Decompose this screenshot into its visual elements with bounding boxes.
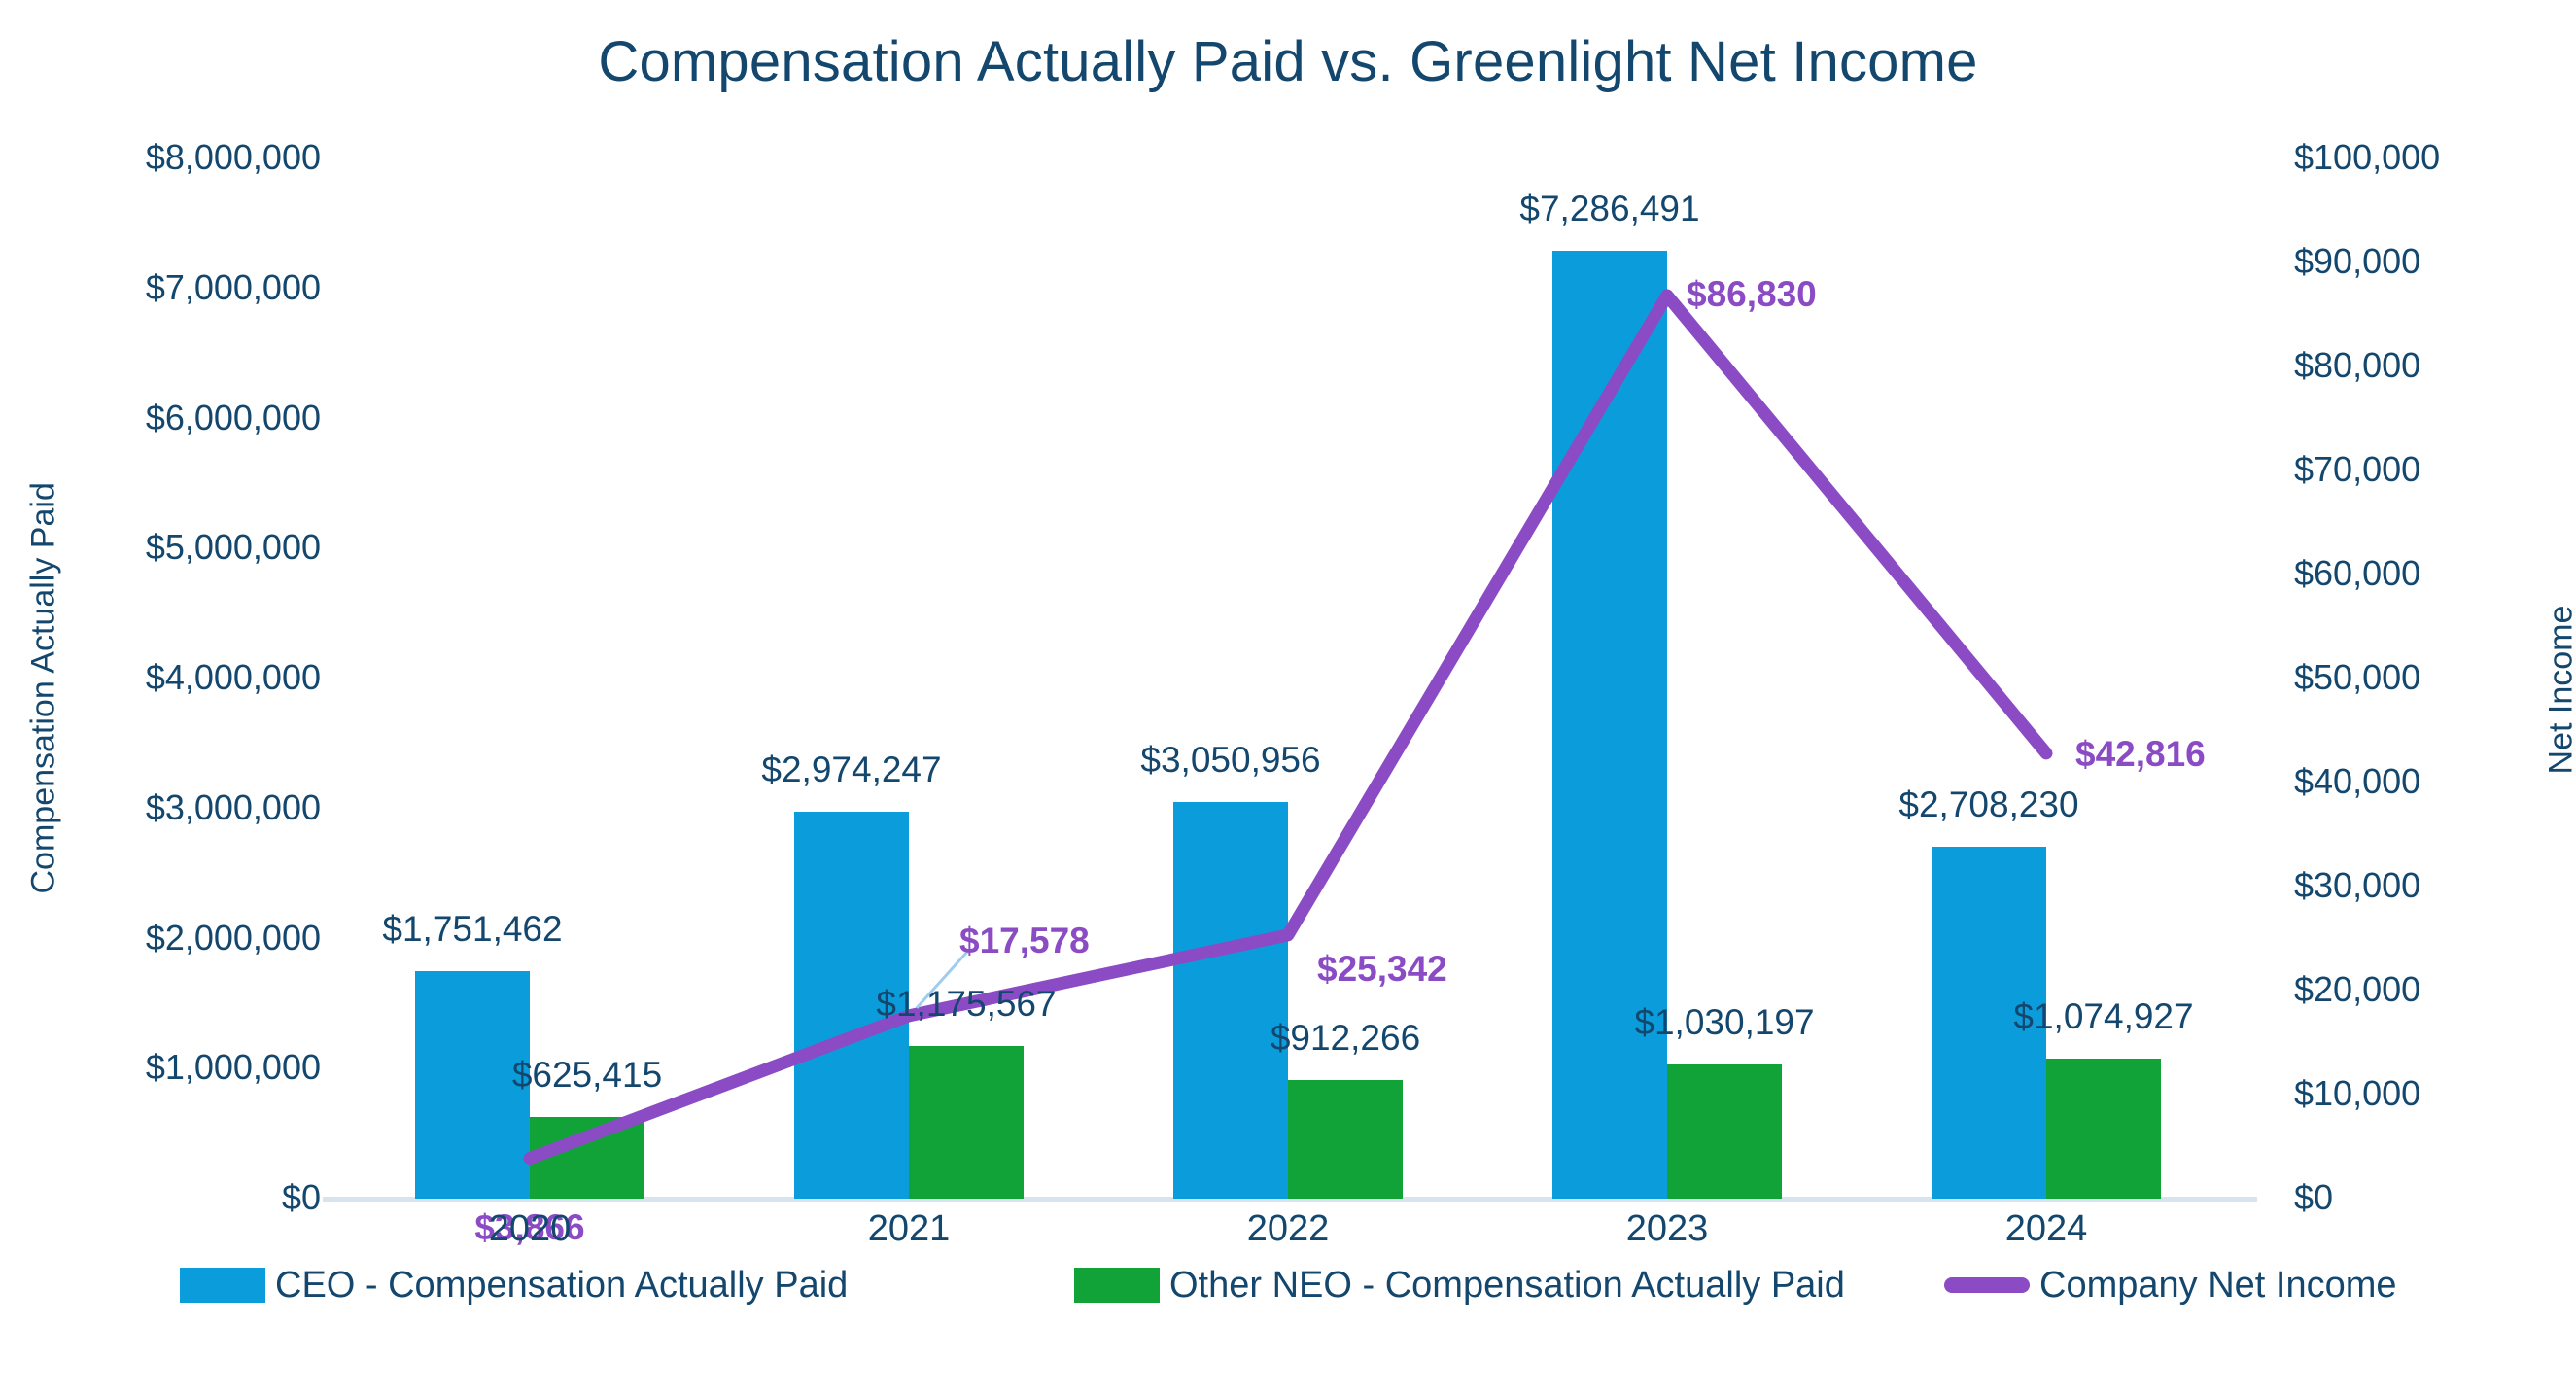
bar-label-ceo-2024: $2,708,230 <box>1898 784 2079 824</box>
line-label-2023: $86,830 <box>1687 273 1817 314</box>
x-label-2022: 2022 <box>1246 1208 1330 1249</box>
right-tick-label: $40,000 <box>2294 761 2421 801</box>
right-tick-label: $70,000 <box>2294 449 2421 489</box>
bar-neo-2022[interactable] <box>1288 1080 1403 1199</box>
line-label-2021: $17,578 <box>959 920 1090 960</box>
left-tick-label: $7,000,000 <box>145 266 321 307</box>
bar-ceo-2023[interactable] <box>1552 251 1667 1199</box>
left-tick-label: $8,000,000 <box>145 137 321 177</box>
x-label-2024: 2024 <box>2004 1208 2088 1249</box>
legend-label: Other NEO - Compensation Actually Paid <box>1169 1265 1845 1306</box>
legend-square-icon <box>1074 1268 1160 1303</box>
x-label-2021: 2021 <box>867 1208 951 1249</box>
left-tick-label: $5,000,000 <box>145 527 321 568</box>
x-label-2023: 2023 <box>1625 1208 1709 1249</box>
left-tick-label: $4,000,000 <box>145 657 321 697</box>
right-tick-label: $30,000 <box>2294 865 2421 905</box>
x-label-2020: 2020 <box>488 1208 572 1249</box>
bar-ceo-2020[interactable] <box>415 970 530 1199</box>
line-label-2022: $25,342 <box>1317 948 1447 989</box>
left-tick-label: $2,000,000 <box>145 917 321 958</box>
bar-label-neo-2023: $1,030,197 <box>1634 1002 1815 1043</box>
left-tick-label: $0 <box>281 1177 321 1217</box>
legend-item-1[interactable]: CEO - Compensation Actually Paid <box>180 1267 848 1304</box>
bar-neo-2020[interactable] <box>530 1117 644 1199</box>
chart-title: Compensation Actually Paid vs. Greenligh… <box>598 30 1978 93</box>
bar-label-ceo-2021: $2,974,247 <box>761 749 942 790</box>
line-label-2020: $3,866 <box>474 1206 585 1247</box>
legend-square-icon <box>180 1268 265 1303</box>
left-axis-title: Compensation Actually Paid <box>24 482 62 894</box>
axis-baseline <box>323 1197 2257 1202</box>
bar-label-neo-2022: $912,266 <box>1270 1017 1421 1058</box>
bar-neo-2021[interactable] <box>909 1045 1024 1199</box>
legend-line-icon <box>1944 1277 2030 1293</box>
bar-label-ceo-2023: $7,286,491 <box>1519 189 1700 229</box>
bar-neo-2023[interactable] <box>1667 1064 1782 1199</box>
right-tick-label: $50,000 <box>2294 657 2421 697</box>
left-tick-label: $6,000,000 <box>145 397 321 437</box>
line-label-2024: $42,816 <box>2075 733 2206 774</box>
bar-label-neo-2020: $625,415 <box>511 1055 663 1096</box>
right-tick-label: $20,000 <box>2294 969 2421 1009</box>
right-axis-title: Net Income <box>2542 605 2576 775</box>
right-tick-label: $100,000 <box>2294 137 2441 177</box>
right-tick-label: $10,000 <box>2294 1073 2421 1113</box>
bar-label-neo-2021: $1,175,567 <box>876 983 1057 1024</box>
legend-label: Company Net Income <box>2039 1265 2397 1306</box>
bar-neo-2024[interactable] <box>2046 1059 2161 1199</box>
left-tick-label: $3,000,000 <box>145 786 321 827</box>
right-tick-label: $0 <box>2294 1177 2334 1217</box>
right-tick-label: $90,000 <box>2294 241 2421 281</box>
right-tick-label: $80,000 <box>2294 345 2421 385</box>
legend-item-3[interactable]: Company Net Income <box>1944 1267 2397 1304</box>
right-tick-label: $60,000 <box>2294 553 2421 593</box>
bar-label-neo-2024: $1,074,927 <box>2013 996 2194 1037</box>
left-tick-label: $1,000,000 <box>145 1047 321 1088</box>
legend-label: CEO - Compensation Actually Paid <box>275 1265 849 1306</box>
legend-item-2[interactable]: Other NEO - Compensation Actually Paid <box>1074 1267 1845 1304</box>
chart-legend: CEO - Compensation Actually Paid Other NE… <box>0 1267 2576 1325</box>
bar-ceo-2022[interactable] <box>1173 801 1288 1199</box>
bar-label-ceo-2020: $1,751,462 <box>382 908 563 949</box>
bar-label-ceo-2022: $3,050,956 <box>1140 739 1321 780</box>
